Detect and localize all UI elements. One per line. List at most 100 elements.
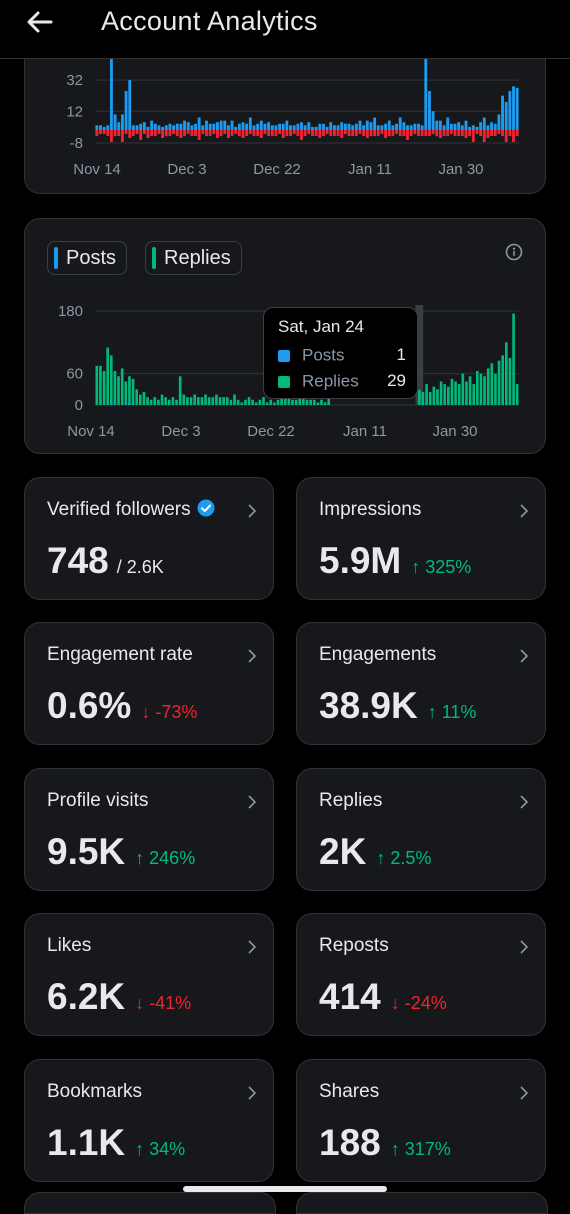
metric-card-impressions[interactable]: Impressions 5.9M ↑ 325% bbox=[296, 477, 546, 600]
posts-bar bbox=[453, 123, 457, 130]
replies-bar bbox=[196, 397, 200, 405]
negative-bar bbox=[223, 130, 227, 134]
metric-value: 6.2K ↓ -41% bbox=[47, 976, 191, 1018]
posts-bar bbox=[102, 126, 106, 130]
posts-bar bbox=[325, 126, 329, 130]
replies-bar bbox=[171, 397, 175, 405]
posts-bar bbox=[417, 123, 420, 130]
negative-bar bbox=[504, 130, 508, 142]
metric-card-shares[interactable]: Shares 188 ↑ 317% bbox=[296, 1059, 546, 1182]
negative-bar bbox=[274, 130, 278, 136]
posts-bar bbox=[391, 125, 395, 130]
posts-bar bbox=[179, 123, 183, 130]
negative-bar bbox=[142, 130, 146, 134]
replies-bar bbox=[450, 378, 454, 405]
negative-bar bbox=[325, 130, 329, 134]
replies-bar bbox=[497, 360, 501, 405]
negative-bar bbox=[398, 130, 402, 136]
metric-card-likes[interactable]: Likes 6.2K ↓ -41% bbox=[24, 913, 274, 1036]
metric-total: / 2.6K bbox=[116, 557, 164, 577]
negative-bar bbox=[406, 130, 409, 140]
negative-bar bbox=[501, 130, 504, 136]
x-tick-label: Dec 3 bbox=[161, 423, 200, 440]
negative-bar bbox=[479, 130, 483, 136]
chevron-right-icon bbox=[248, 795, 257, 809]
posts-bar bbox=[438, 120, 442, 130]
info-icon[interactable] bbox=[505, 243, 523, 261]
negative-bar bbox=[259, 130, 263, 138]
metric-label: Replies bbox=[319, 790, 383, 811]
replies-bar bbox=[316, 402, 320, 405]
posts-bar bbox=[190, 125, 194, 130]
negative-bar bbox=[270, 130, 274, 136]
replies-bar bbox=[222, 397, 225, 405]
posts-bar bbox=[241, 122, 245, 130]
x-tick-label: Jan 30 bbox=[432, 423, 477, 440]
legend-posts-toggle[interactable]: Posts bbox=[47, 241, 128, 275]
posts-bar bbox=[300, 122, 303, 130]
replies-bar bbox=[131, 378, 135, 405]
replies-bar bbox=[128, 376, 131, 405]
negative-bar bbox=[442, 130, 446, 136]
replies-bar bbox=[167, 399, 171, 405]
chevron-right-icon bbox=[248, 649, 257, 663]
metric-change: ↑ 246% bbox=[135, 848, 196, 868]
negative-bar bbox=[449, 130, 453, 134]
net-bar-chart[interactable]: 32 12 -8 Nov 14 Dec 3 Dec 22 Jan 11 Jan 30 bbox=[25, 40, 545, 192]
metric-value: 9.5K ↑ 246% bbox=[47, 831, 195, 873]
replies-bar bbox=[273, 402, 276, 405]
metric-value-text: 1.1K bbox=[47, 1122, 126, 1163]
posts-bar bbox=[358, 120, 362, 130]
y-tick-label: 60 bbox=[66, 366, 83, 383]
metric-card-engagements[interactable]: Engagements 38.9K ↑ 11% bbox=[296, 622, 546, 745]
posts-bar bbox=[139, 123, 143, 130]
replies-bar bbox=[236, 399, 240, 405]
replies-bar bbox=[515, 384, 519, 405]
replies-bar bbox=[102, 371, 106, 405]
arrow-left-icon[interactable] bbox=[24, 6, 56, 38]
home-indicator[interactable] bbox=[183, 1186, 387, 1192]
negative-bar bbox=[376, 130, 380, 136]
negative-bar bbox=[292, 130, 296, 134]
posts-bar bbox=[376, 125, 380, 130]
legend-posts-label: Posts bbox=[66, 246, 117, 269]
metric-value: 414 ↓ -24% bbox=[319, 976, 447, 1018]
negative-bar bbox=[281, 130, 285, 138]
metric-change: ↑ 317% bbox=[390, 1139, 451, 1159]
posts-bar bbox=[314, 126, 318, 130]
metric-card-bookmarks[interactable]: Bookmarks 1.1K ↑ 34% bbox=[24, 1059, 274, 1182]
y-tick-label: 0 bbox=[75, 397, 83, 414]
negative-bar bbox=[384, 130, 388, 138]
posts-bar bbox=[486, 125, 490, 130]
verified-badge-icon bbox=[197, 499, 215, 517]
posts-bar bbox=[322, 123, 325, 130]
metric-card-peek bbox=[24, 1192, 276, 1214]
negative-bar bbox=[413, 130, 417, 134]
legend-replies-toggle[interactable]: Replies bbox=[145, 241, 242, 275]
posts-bar bbox=[274, 125, 278, 130]
metric-card-reposts[interactable]: Reposts 414 ↓ -24% bbox=[296, 913, 546, 1036]
negative-bar bbox=[110, 130, 113, 142]
negative-bar bbox=[117, 130, 121, 136]
metric-card-replies[interactable]: Replies 2K ↑ 2.5% bbox=[296, 768, 546, 891]
replies-bar bbox=[287, 397, 291, 405]
replies-bar bbox=[309, 399, 312, 405]
x-tick-label: Jan 11 bbox=[348, 161, 392, 178]
negative-bar bbox=[438, 130, 442, 138]
metric-label: Profile visits bbox=[47, 790, 149, 811]
posts-bar bbox=[409, 125, 413, 130]
metric-label: Engagement rate bbox=[47, 644, 193, 665]
tooltip-row-replies: Replies 29 bbox=[278, 371, 406, 392]
replies-bar bbox=[193, 394, 196, 405]
metric-card-profile-visits[interactable]: Profile visits 9.5K ↑ 246% bbox=[24, 768, 274, 891]
metric-card-verified-followers[interactable]: Verified followers 748 / 2.6K bbox=[24, 477, 274, 600]
metric-change: ↑ 2.5% bbox=[376, 848, 432, 868]
posts-bar bbox=[347, 123, 351, 130]
posts-bar bbox=[164, 125, 168, 130]
metric-card-engagement-rate[interactable]: Engagement rate 0.6% ↓ -73% bbox=[24, 622, 274, 745]
replies-bar bbox=[418, 389, 421, 405]
metric-label: Bookmarks bbox=[47, 1081, 143, 1102]
posts-bar bbox=[354, 123, 358, 130]
negative-bar bbox=[358, 130, 362, 134]
negative-bar bbox=[168, 130, 172, 136]
